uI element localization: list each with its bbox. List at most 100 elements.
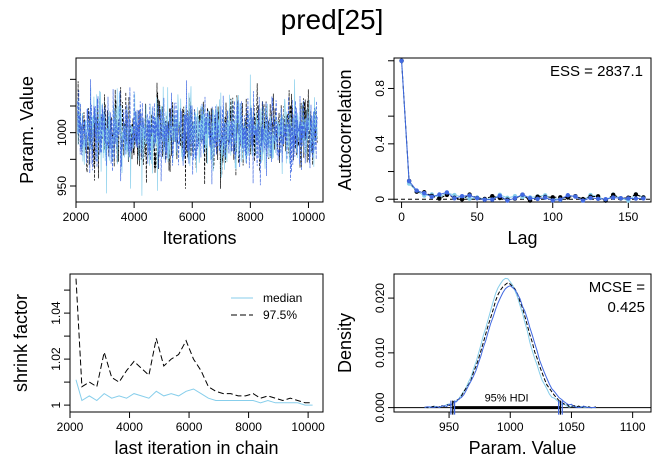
acf-point bbox=[626, 196, 631, 201]
y-tick-label: 0 bbox=[373, 196, 387, 203]
ess-annotation: ESS = 2837.1 bbox=[550, 63, 643, 80]
density-chain-1 bbox=[424, 277, 596, 409]
acf-point bbox=[633, 196, 639, 201]
x-tick-label: 8000 bbox=[237, 210, 264, 224]
acf-point bbox=[414, 188, 419, 193]
x-axis-label: Iterations bbox=[162, 228, 236, 248]
density-chain-3 bbox=[424, 285, 596, 409]
acf-point bbox=[406, 178, 412, 184]
hdi-label: 95% HDI bbox=[485, 393, 529, 405]
acf-point bbox=[633, 192, 639, 197]
density-plot: 950 1000 1050 1100 0.000 0.010 0.020 Param. Val… bbox=[335, 273, 652, 458]
x-tick-label: 1100 bbox=[620, 420, 646, 434]
shrink-factor-plot: 2000 4000 6000 8000 10000 1 1.02 1.04 last itera… bbox=[11, 273, 325, 458]
x-tick-label: 8000 bbox=[235, 420, 262, 434]
legend-label: 97.5% bbox=[263, 308, 297, 322]
acf-point bbox=[550, 198, 555, 203]
acf-point bbox=[497, 193, 503, 198]
x-tick-label: 4000 bbox=[116, 420, 143, 434]
x-axis-label: last iteration in chain bbox=[114, 438, 278, 458]
acf-point bbox=[437, 196, 442, 201]
x-tick-label: 950 bbox=[439, 420, 459, 434]
acf-point bbox=[535, 196, 540, 202]
figure-title: pred[25] bbox=[280, 4, 384, 35]
acf-line-chain-2 bbox=[401, 60, 644, 202]
density-chain-2 bbox=[424, 282, 597, 409]
legend-label: median bbox=[263, 291, 302, 305]
shrink-series-97-5 bbox=[75, 278, 313, 404]
y-tick-label: 1000 bbox=[55, 119, 69, 146]
acf-point bbox=[611, 195, 616, 200]
y-tick-label: 1.02 bbox=[49, 347, 63, 371]
y-axis-label: Param. Value bbox=[17, 76, 37, 184]
acf-point bbox=[527, 196, 533, 201]
x-tick-label: 100 bbox=[543, 210, 563, 224]
acf-point bbox=[580, 198, 586, 203]
acf-point bbox=[505, 198, 510, 203]
autocorrelation-plot: 0 50 100 150 0 0.4 0.8 Lag Autocorrelation ESS = … bbox=[335, 57, 652, 248]
y-tick-label: 0.4 bbox=[373, 135, 387, 152]
y-tick-label: 0.000 bbox=[373, 392, 387, 422]
acf-point bbox=[618, 196, 623, 201]
y-tick-label: 0.010 bbox=[373, 338, 387, 368]
x-tick-label: 50 bbox=[470, 210, 484, 224]
y-axis-label: shrink factor bbox=[11, 294, 31, 392]
acf-line-chain-3 bbox=[401, 60, 644, 202]
trace-plot: 2000 4000 6000 8000 10000 950 1000 Iterations Pa… bbox=[17, 57, 326, 248]
acf-point bbox=[459, 194, 465, 199]
x-tick-label: 1000 bbox=[497, 420, 524, 434]
acf-point bbox=[452, 196, 457, 201]
acf-point bbox=[474, 195, 480, 201]
plot-frame bbox=[393, 57, 652, 203]
acf-point bbox=[422, 191, 427, 196]
x-tick-label: 2000 bbox=[57, 420, 84, 434]
acf-point bbox=[399, 58, 404, 63]
acf-point bbox=[641, 196, 646, 201]
x-tick-label: 6000 bbox=[179, 210, 206, 224]
acf-point bbox=[459, 197, 465, 202]
acf-point bbox=[603, 196, 608, 202]
y-tick-label: 950 bbox=[55, 176, 69, 196]
acf-point bbox=[520, 192, 525, 197]
y-axis-label: Autocorrelation bbox=[335, 69, 355, 190]
plot-frame bbox=[69, 273, 324, 413]
acf-point bbox=[437, 192, 442, 197]
acf-point bbox=[550, 195, 555, 200]
acf-point bbox=[565, 193, 571, 198]
y-tick-label: 1 bbox=[49, 401, 63, 408]
acf-point bbox=[542, 195, 548, 200]
x-tick-label: 1050 bbox=[558, 420, 585, 434]
acf-point bbox=[482, 197, 487, 202]
plot-frame bbox=[393, 273, 652, 413]
acf-point bbox=[429, 194, 434, 200]
acf-point bbox=[467, 196, 472, 201]
acf-point bbox=[490, 197, 495, 202]
trace-chain-3 bbox=[77, 79, 318, 186]
shrink-series-median bbox=[75, 379, 313, 406]
y-axis-label: Density bbox=[335, 313, 355, 373]
x-tick-label: 10000 bbox=[292, 210, 326, 224]
acf-point bbox=[573, 194, 578, 199]
y-tick-label: 1.04 bbox=[49, 301, 63, 325]
y-tick-label: 0.020 bbox=[373, 283, 387, 313]
x-tick-label: 2000 bbox=[63, 210, 90, 224]
x-axis-label: Lag bbox=[507, 228, 537, 248]
x-tick-label: 10000 bbox=[291, 420, 325, 434]
mcse-value: 0.425 bbox=[607, 299, 645, 316]
acf-line-chain-1 bbox=[401, 60, 644, 202]
acf-point bbox=[444, 190, 450, 195]
x-tick-label: 6000 bbox=[176, 420, 203, 434]
mcse-label: MCSE = bbox=[589, 279, 646, 296]
plot-frame bbox=[75, 57, 324, 203]
acf-point bbox=[595, 196, 601, 202]
acf-point bbox=[467, 193, 472, 198]
y-tick-label: 0.8 bbox=[373, 80, 387, 97]
x-tick-label: 150 bbox=[618, 210, 638, 224]
x-tick-label: 0 bbox=[398, 210, 405, 224]
x-tick-label: 4000 bbox=[121, 210, 148, 224]
acf-point bbox=[490, 194, 495, 199]
acf-point bbox=[512, 196, 518, 201]
acf-point bbox=[558, 197, 563, 202]
acf-point bbox=[588, 195, 593, 201]
